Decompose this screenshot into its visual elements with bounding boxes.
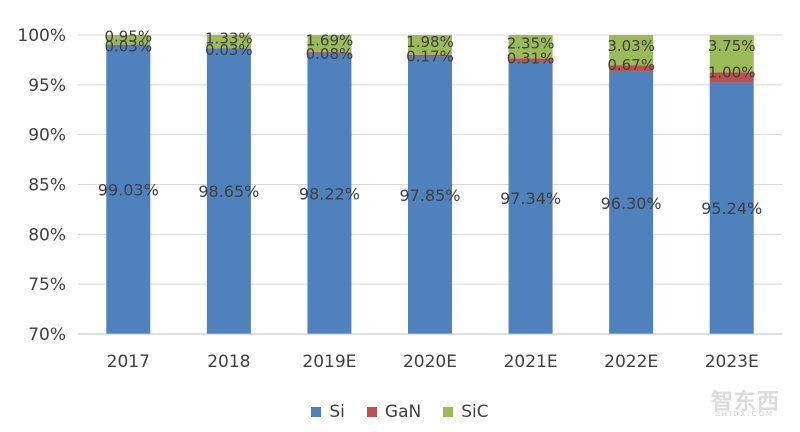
- legend-label-gan: GaN: [384, 402, 422, 422]
- stacked-bar-chart: 70%75%80%85%90%95%100%99.03%0.03%0.95%20…: [17, 26, 782, 372]
- x-tick-label: 2023E: [705, 352, 759, 372]
- bar-segment-sic: [307, 35, 352, 52]
- data-label-gan: 0.03%: [104, 37, 152, 55]
- data-label-si: 97.34%: [500, 189, 561, 208]
- data-label-si: 97.85%: [399, 186, 460, 205]
- x-tick-label: 2019E: [302, 352, 356, 372]
- data-label-gan: 0.03%: [205, 41, 253, 59]
- x-tick-label: 2017: [107, 352, 150, 372]
- data-label-si: 96.30%: [601, 194, 662, 213]
- legend-label-sic: SiC: [461, 402, 489, 422]
- x-tick-label: 2022E: [604, 352, 658, 372]
- bar-segment-si: [709, 82, 754, 334]
- data-label-gan: 0.08%: [306, 45, 354, 63]
- data-label-gan: 1.00%: [708, 63, 756, 81]
- y-tick-label: 90%: [28, 126, 66, 146]
- data-label-si: 98.22%: [299, 184, 360, 203]
- legend-item-gan: GaN: [366, 402, 422, 422]
- data-label-sic: 1.98%: [406, 33, 454, 51]
- legend-item-sic: SiC: [443, 402, 489, 422]
- y-tick-label: 85%: [28, 176, 66, 196]
- bar-segment-gan: [307, 51, 352, 53]
- legend: Si GaN SiC: [0, 402, 800, 422]
- bar-segment-sic: [709, 35, 754, 73]
- y-tick-label: 70%: [28, 325, 66, 345]
- bar-segment-si: [307, 52, 352, 335]
- data-label-sic: 3.03%: [607, 37, 655, 55]
- data-label-sic: 0.95%: [104, 28, 152, 46]
- y-tick-label: 95%: [28, 76, 66, 96]
- bar-segment-si: [609, 71, 654, 335]
- bar-segment-gan: [609, 65, 654, 72]
- x-tick-label: 2018: [207, 352, 250, 372]
- bar-segment-si: [106, 44, 151, 335]
- bar-segment-si: [206, 48, 251, 335]
- bar-segment-sic: [106, 35, 151, 45]
- x-tick-label: 2020E: [403, 352, 457, 372]
- data-label-sic: 3.75%: [708, 37, 756, 55]
- bar-segment-gan: [709, 72, 754, 83]
- data-label-gan: 0.67%: [607, 56, 655, 74]
- bar-segment-si: [408, 56, 452, 334]
- data-label-sic: 2.35%: [507, 35, 555, 53]
- data-label-sic: 1.69%: [306, 32, 354, 50]
- bar-segment-gan: [408, 54, 452, 57]
- data-label-si: 99.03%: [98, 180, 159, 199]
- watermark-subtext: ZHIDX.COM: [715, 410, 774, 418]
- bar-segment-sic: [408, 35, 452, 55]
- x-tick-label: 2021E: [504, 352, 558, 372]
- data-label-gan: 0.31%: [507, 49, 555, 67]
- data-label-gan: 0.17%: [406, 48, 454, 66]
- watermark-logo: 智东西: [710, 390, 780, 415]
- legend-label-si: Si: [329, 402, 345, 422]
- y-tick-label: 100%: [17, 26, 66, 46]
- bar-segment-sic: [508, 35, 553, 59]
- bar-segment-si: [508, 61, 553, 335]
- data-label-si: 95.24%: [701, 199, 762, 218]
- bar-segment-sic: [206, 35, 251, 49]
- data-label-sic: 1.33%: [205, 30, 253, 48]
- data-label-si: 98.65%: [198, 182, 259, 201]
- legend-swatch-gan: [366, 407, 377, 417]
- bar-segment-gan: [508, 58, 553, 62]
- y-tick-label: 80%: [28, 225, 66, 245]
- y-tick-label: 75%: [28, 275, 66, 295]
- legend-swatch-si: [311, 407, 322, 417]
- bar-segment-sic: [609, 35, 654, 66]
- legend-swatch-sic: [443, 407, 454, 417]
- legend-item-si: Si: [311, 402, 345, 422]
